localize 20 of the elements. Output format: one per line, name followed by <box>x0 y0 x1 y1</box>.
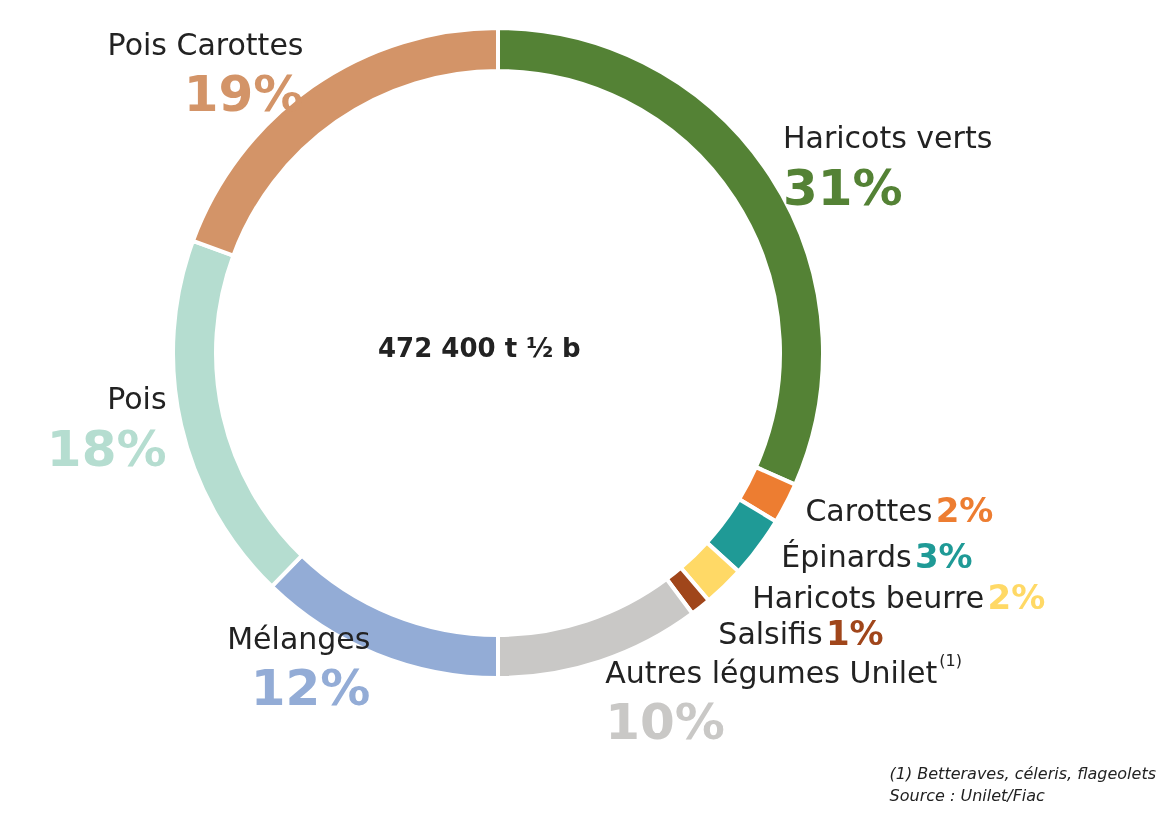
data-label: 3% <box>914 536 973 577</box>
slice-label: Pois Carottes <box>107 26 304 62</box>
slice-label: Carottes <box>805 492 933 528</box>
data-label: 18% <box>46 419 167 478</box>
data-label: 2% <box>935 490 994 531</box>
data-label: 2% <box>987 577 1046 618</box>
slice-label: Pois <box>107 381 167 417</box>
text: (1) Betteraves, céleris, flageolets <box>889 763 1156 783</box>
text: 472 400 t ½ b <box>378 333 581 363</box>
data-label: 19% <box>183 65 304 124</box>
slice-label: Mélanges <box>227 620 371 656</box>
data-label: 31% <box>782 158 903 217</box>
data-label: 12% <box>250 659 371 718</box>
slice-label: Haricots verts <box>782 120 993 156</box>
data-label: 1% <box>825 613 884 654</box>
slice-label: Épinards <box>781 538 912 574</box>
slice-label: Haricots beurre <box>752 579 985 615</box>
slice-label: Salsifis <box>718 615 823 651</box>
source-note: Source : Unilet/Fiac <box>889 785 1046 805</box>
data-label: 10% <box>605 693 725 752</box>
